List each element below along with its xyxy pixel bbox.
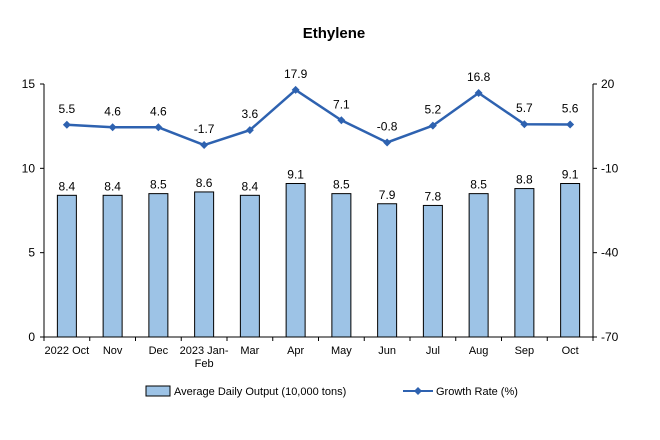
y-left-tick-label: 15 [22,77,36,91]
growth-data-label: 4.6 [150,104,167,118]
growth-data-label: 7.1 [333,97,350,111]
chart-title: Ethylene [303,25,366,42]
growth-point [337,116,346,125]
growth-point [291,85,300,94]
x-tick-label: Jul [426,345,440,357]
x-tick-label: Mar [240,345,259,357]
bar-data-label: 8.4 [242,179,259,193]
growth-data-label: 5.6 [562,101,579,115]
x-tick-label: May [331,345,352,357]
y-right-tick-label: 20 [601,77,615,91]
growth-point [245,126,254,135]
growth-point [474,88,483,97]
growth-point [154,123,163,132]
x-tick-label: 2023 Jan-Feb [180,345,229,370]
legend-line-label: Growth Rate (%) [436,386,518,398]
legend-bar-label: Average Daily Output (10,000 tons) [174,386,346,398]
x-tick-label-line: 2022 Oct [45,345,90,357]
bar-data-label: 8.6 [196,176,213,190]
x-tick-label: Aug [469,345,489,357]
bar [102,194,123,338]
bar-data-label: 8.4 [104,179,121,193]
growth-point [62,120,71,129]
x-tick-label-line: May [331,345,352,357]
x-tick-label: Dec [149,345,169,357]
x-tick-label-line: Apr [287,345,304,357]
y-right-tick-label: -40 [601,246,619,260]
x-tick-label-line: Nov [103,345,123,357]
x-tick-label: Sep [515,345,535,357]
growth-data-label: 5.2 [425,103,442,117]
x-tick-label: 2022 Oct [45,345,90,357]
growth-data-label: 3.6 [242,107,259,121]
bar-data-label: 7.8 [425,189,442,203]
growth-point [566,120,575,129]
bar [331,193,352,338]
bar-data-label: 8.5 [150,178,167,192]
x-tick-label: Nov [103,345,123,357]
bar-data-label: 8.5 [333,178,350,192]
x-tick-label-line: Oct [562,345,579,357]
growth-point [520,120,529,129]
bar-data-label: 8.8 [516,173,533,187]
axes: 0 5 10 15 -70 -40 -10 20 2022 Oct Nov Dec 2023 Jan-… [22,77,619,370]
x-tick-label: Jun [378,345,396,357]
bar [148,193,169,338]
bar [285,183,306,338]
bar [560,183,581,338]
y-left-tick-label: 5 [28,246,35,260]
x-tick-label: Apr [287,345,304,357]
bar [422,204,443,338]
x-tick-label-line: Sep [515,345,535,357]
bar-data-label: 8.5 [470,178,487,192]
x-tick-label: Oct [562,345,579,357]
growth-data-label: -1.7 [194,122,215,136]
growth-data-label: 5.5 [59,102,76,116]
y-right-tick-label: -70 [601,330,619,344]
y-right-tick-label: -10 [601,161,619,175]
legend: Average Daily Output (10,000 tons) Growth… [145,385,518,398]
bar-data-label: 9.1 [287,168,304,182]
legend-line-marker [414,387,422,395]
growth-point [383,138,392,147]
x-tick-label-line: 2023 Jan- [180,345,229,357]
bar [468,193,489,338]
bar [239,194,260,338]
x-tick-label-line: Mar [240,345,259,357]
growth-data-label: 17.9 [284,67,308,81]
bar-data-label: 9.1 [562,168,579,182]
bar [514,188,535,338]
growth-data-label: 16.8 [467,70,491,84]
growth-data-label: 4.6 [104,104,121,118]
x-tick-label-line: Aug [469,345,489,357]
bars-layer: 8.4 8.4 8.5 8.6 8.4 9.1 8.5 7.9 7.8 8.5 8.8 9.1 [56,168,581,338]
bar [194,191,215,338]
growth-data-label: 5.7 [516,101,533,115]
bar-data-label: 8.4 [59,179,76,193]
growth-point [200,141,209,150]
x-tick-label-line: Jul [426,345,440,357]
growth-point [108,123,117,132]
growth-line [66,88,571,147]
bar [377,203,398,338]
bar [56,194,77,338]
x-tick-label-line: Jun [378,345,396,357]
y-left-tick-label: 10 [22,161,36,175]
x-tick-label-line: Dec [149,345,169,357]
bar-data-label: 7.9 [379,188,396,202]
growth-data-label: -0.8 [377,119,398,133]
x-tick-label-line: Feb [195,358,214,370]
y-left-tick-label: 0 [28,330,35,344]
legend-bar-swatch [145,385,171,397]
line-layer: 5.5 4.6 4.6 -1.7 3.6 17.9 7.1 -0.8 5.2 16.8 5.7 5.6 [59,67,579,150]
growth-point [428,121,437,130]
